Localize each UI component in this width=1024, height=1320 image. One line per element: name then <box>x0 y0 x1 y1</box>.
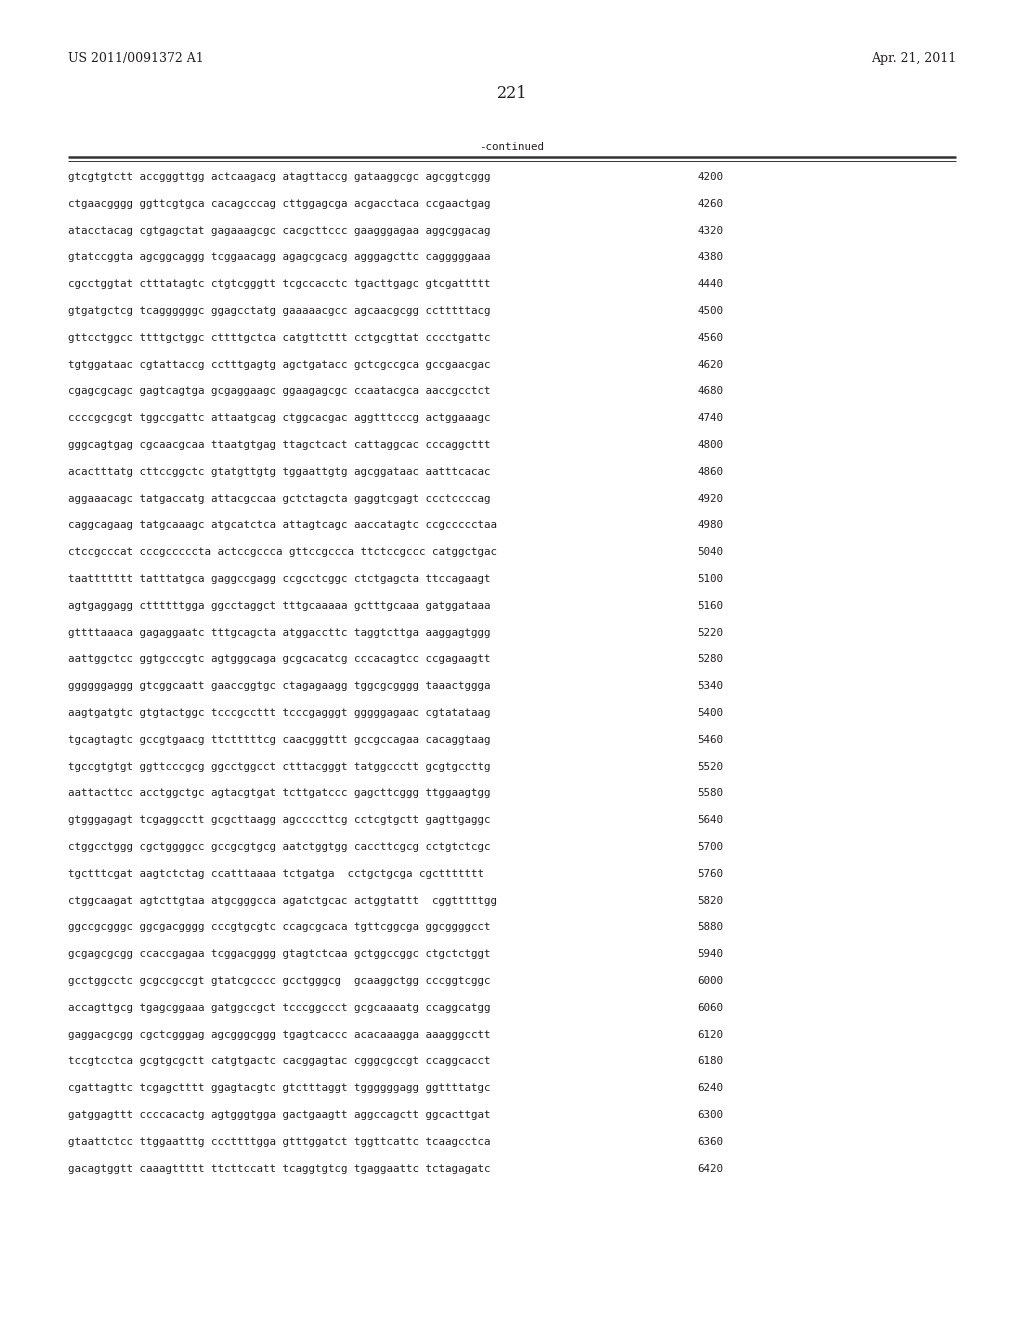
Text: gtaattctcc ttggaatttg cccttttgga gtttggatct tggttcattc tcaagcctca: gtaattctcc ttggaatttg cccttttgga gtttgga… <box>68 1137 490 1147</box>
Text: acactttatg cttccggctc gtatgttgtg tggaattgtg agcggataac aatttcacac: acactttatg cttccggctc gtatgttgtg tggaatt… <box>68 467 490 477</box>
Text: 5820: 5820 <box>697 895 723 906</box>
Text: ggccgcgggc ggcgacgggg cccgtgcgtc ccagcgcaca tgttcggcga ggcggggcct: ggccgcgggc ggcgacgggg cccgtgcgtc ccagcgc… <box>68 923 490 932</box>
Text: 6360: 6360 <box>697 1137 723 1147</box>
Text: tgctttcgat aagtctctag ccatttaaaa tctgatga  cctgctgcga cgcttttttt: tgctttcgat aagtctctag ccatttaaaa tctgatg… <box>68 869 484 879</box>
Text: 4500: 4500 <box>697 306 723 315</box>
Text: 5220: 5220 <box>697 627 723 638</box>
Text: ctggcaagat agtcttgtaa atgcgggcca agatctgcac actggtattt  cggtttttgg: ctggcaagat agtcttgtaa atgcgggcca agatctg… <box>68 895 497 906</box>
Text: 4380: 4380 <box>697 252 723 263</box>
Text: 4560: 4560 <box>697 333 723 343</box>
Text: 4440: 4440 <box>697 280 723 289</box>
Text: 6180: 6180 <box>697 1056 723 1067</box>
Text: 6060: 6060 <box>697 1003 723 1012</box>
Text: US 2011/0091372 A1: US 2011/0091372 A1 <box>68 51 204 65</box>
Text: 4920: 4920 <box>697 494 723 504</box>
Text: 6120: 6120 <box>697 1030 723 1040</box>
Text: 5880: 5880 <box>697 923 723 932</box>
Text: aattacttcc acctggctgc agtacgtgat tcttgatccc gagcttcggg ttggaagtgg: aattacttcc acctggctgc agtacgtgat tcttgat… <box>68 788 490 799</box>
Text: 6000: 6000 <box>697 975 723 986</box>
Text: agtgaggagg cttttttgga ggcctaggct tttgcaaaaa gctttgcaaa gatggataaa: agtgaggagg cttttttgga ggcctaggct tttgcaa… <box>68 601 490 611</box>
Text: cgagcgcagc gagtcagtga gcgaggaagc ggaagagcgc ccaatacgca aaccgcctct: cgagcgcagc gagtcagtga gcgaggaagc ggaagag… <box>68 387 490 396</box>
Text: taattttttt tatttatgca gaggccgagg ccgcctcggc ctctgagcta ttccagaagt: taattttttt tatttatgca gaggccgagg ccgcctc… <box>68 574 490 583</box>
Text: atacctacag cgtgagctat gagaaagcgc cacgcttccc gaagggagaa aggcggacag: atacctacag cgtgagctat gagaaagcgc cacgctt… <box>68 226 490 235</box>
Text: 5160: 5160 <box>697 601 723 611</box>
Text: 5760: 5760 <box>697 869 723 879</box>
Text: gcgagcgcgg ccaccgagaa tcggacgggg gtagtctcaa gctggccggc ctgctctggt: gcgagcgcgg ccaccgagaa tcggacgggg gtagtct… <box>68 949 490 960</box>
Text: cgcctggtat ctttatagtc ctgtcgggtt tcgccacctc tgacttgagc gtcgattttt: cgcctggtat ctttatagtc ctgtcgggtt tcgccac… <box>68 280 490 289</box>
Text: 5040: 5040 <box>697 548 723 557</box>
Text: 4260: 4260 <box>697 199 723 209</box>
Text: tccgtcctca gcgtgcgctt catgtgactc cacggagtac cgggcgccgt ccaggcacct: tccgtcctca gcgtgcgctt catgtgactc cacggag… <box>68 1056 490 1067</box>
Text: 221: 221 <box>497 84 527 102</box>
Text: accagttgcg tgagcggaaa gatggccgct tcccggccct gcgcaaaatg ccaggcatgg: accagttgcg tgagcggaaa gatggccgct tcccggc… <box>68 1003 490 1012</box>
Text: 5700: 5700 <box>697 842 723 851</box>
Text: aattggctcc ggtgcccgtc agtgggcaga gcgcacatcg cccacagtcc ccgagaagtt: aattggctcc ggtgcccgtc agtgggcaga gcgcaca… <box>68 655 490 664</box>
Text: gtgatgctcg tcaggggggc ggagcctatg gaaaaacgcc agcaacgcgg cctttttacg: gtgatgctcg tcaggggggc ggagcctatg gaaaaac… <box>68 306 490 315</box>
Text: gcctggcctc gcgccgccgt gtatcgcccc gcctgggcg  gcaaggctgg cccggtcggc: gcctggcctc gcgccgccgt gtatcgcccc gcctggg… <box>68 975 490 986</box>
Text: -continued: -continued <box>479 143 545 152</box>
Text: gttcctggcc ttttgctggc cttttgctca catgttcttt cctgcgttat cccctgattc: gttcctggcc ttttgctggc cttttgctca catgttc… <box>68 333 490 343</box>
Text: 5520: 5520 <box>697 762 723 772</box>
Text: tgtggataac cgtattaccg cctttgagtg agctgatacc gctcgccgca gccgaacgac: tgtggataac cgtattaccg cctttgagtg agctgat… <box>68 359 490 370</box>
Text: 5400: 5400 <box>697 708 723 718</box>
Text: 5100: 5100 <box>697 574 723 583</box>
Text: 4740: 4740 <box>697 413 723 424</box>
Text: tgccgtgtgt ggttcccgcg ggcctggcct ctttacgggt tatggccctt gcgtgccttg: tgccgtgtgt ggttcccgcg ggcctggcct ctttacg… <box>68 762 490 772</box>
Text: 4620: 4620 <box>697 359 723 370</box>
Text: gtgggagagt tcgaggcctt gcgcttaagg agccccttcg cctcgtgctt gagttgaggc: gtgggagagt tcgaggcctt gcgcttaagg agcccct… <box>68 816 490 825</box>
Text: caggcagaag tatgcaaagc atgcatctca attagtcagc aaccatagtc ccgccccctaa: caggcagaag tatgcaaagc atgcatctca attagtc… <box>68 520 497 531</box>
Text: gtcgtgtctt accgggttgg actcaagacg atagttaccg gataaggcgc agcggtcggg: gtcgtgtctt accgggttgg actcaagacg atagtta… <box>68 172 490 182</box>
Text: 5280: 5280 <box>697 655 723 664</box>
Text: ctccgcccat cccgcccccta actccgccca gttccgccca ttctccgccc catggctgac: ctccgcccat cccgcccccta actccgccca gttccg… <box>68 548 497 557</box>
Text: gacagtggtt caaagttttt ttcttccatt tcaggtgtcg tgaggaattc tctagagatc: gacagtggtt caaagttttt ttcttccatt tcaggtg… <box>68 1164 490 1173</box>
Text: 6420: 6420 <box>697 1164 723 1173</box>
Text: 5340: 5340 <box>697 681 723 692</box>
Text: gtatccggta agcggcaggg tcggaacagg agagcgcacg agggagcttc cagggggaaa: gtatccggta agcggcaggg tcggaacagg agagcgc… <box>68 252 490 263</box>
Text: 5640: 5640 <box>697 816 723 825</box>
Text: gttttaaaca gagaggaatc tttgcagcta atggaccttc taggtcttga aaggagtggg: gttttaaaca gagaggaatc tttgcagcta atggacc… <box>68 627 490 638</box>
Text: 4200: 4200 <box>697 172 723 182</box>
Text: 6240: 6240 <box>697 1084 723 1093</box>
Text: aagtgatgtc gtgtactggc tcccgccttt tcccgagggt gggggagaac cgtatataag: aagtgatgtc gtgtactggc tcccgccttt tcccgag… <box>68 708 490 718</box>
Text: 6300: 6300 <box>697 1110 723 1119</box>
Text: 4980: 4980 <box>697 520 723 531</box>
Text: aggaaacagc tatgaccatg attacgccaa gctctagcta gaggtcgagt ccctccccag: aggaaacagc tatgaccatg attacgccaa gctctag… <box>68 494 490 504</box>
Text: 5940: 5940 <box>697 949 723 960</box>
Text: ccccgcgcgt tggccgattc attaatgcag ctggcacgac aggtttcccg actggaaagc: ccccgcgcgt tggccgattc attaatgcag ctggcac… <box>68 413 490 424</box>
Text: gggcagtgag cgcaacgcaa ttaatgtgag ttagctcact cattaggcac cccaggcttt: gggcagtgag cgcaacgcaa ttaatgtgag ttagctc… <box>68 440 490 450</box>
Text: ctggcctggg cgctggggcc gccgcgtgcg aatctggtgg caccttcgcg cctgtctcgc: ctggcctggg cgctggggcc gccgcgtgcg aatctgg… <box>68 842 490 851</box>
Text: 5580: 5580 <box>697 788 723 799</box>
Text: gatggagttt ccccacactg agtgggtgga gactgaagtt aggccagctt ggcacttgat: gatggagttt ccccacactg agtgggtgga gactgaa… <box>68 1110 490 1119</box>
Text: 4320: 4320 <box>697 226 723 235</box>
Text: gaggacgcgg cgctcgggag agcgggcggg tgagtcaccc acacaaagga aaagggcctt: gaggacgcgg cgctcgggag agcgggcggg tgagtca… <box>68 1030 490 1040</box>
Text: Apr. 21, 2011: Apr. 21, 2011 <box>870 51 956 65</box>
Text: 5460: 5460 <box>697 735 723 744</box>
Text: 4680: 4680 <box>697 387 723 396</box>
Text: ctgaacgggg ggttcgtgca cacagcccag cttggagcga acgacctaca ccgaactgag: ctgaacgggg ggttcgtgca cacagcccag cttggag… <box>68 199 490 209</box>
Text: ggggggaggg gtcggcaatt gaaccggtgc ctagagaagg tggcgcgggg taaactggga: ggggggaggg gtcggcaatt gaaccggtgc ctagaga… <box>68 681 490 692</box>
Text: 4800: 4800 <box>697 440 723 450</box>
Text: cgattagttc tcgagctttt ggagtacgtc gtctttaggt tggggggagg ggttttatgc: cgattagttc tcgagctttt ggagtacgtc gtcttta… <box>68 1084 490 1093</box>
Text: 4860: 4860 <box>697 467 723 477</box>
Text: tgcagtagtc gccgtgaacg ttctttttcg caacgggttt gccgccagaa cacaggtaag: tgcagtagtc gccgtgaacg ttctttttcg caacggg… <box>68 735 490 744</box>
